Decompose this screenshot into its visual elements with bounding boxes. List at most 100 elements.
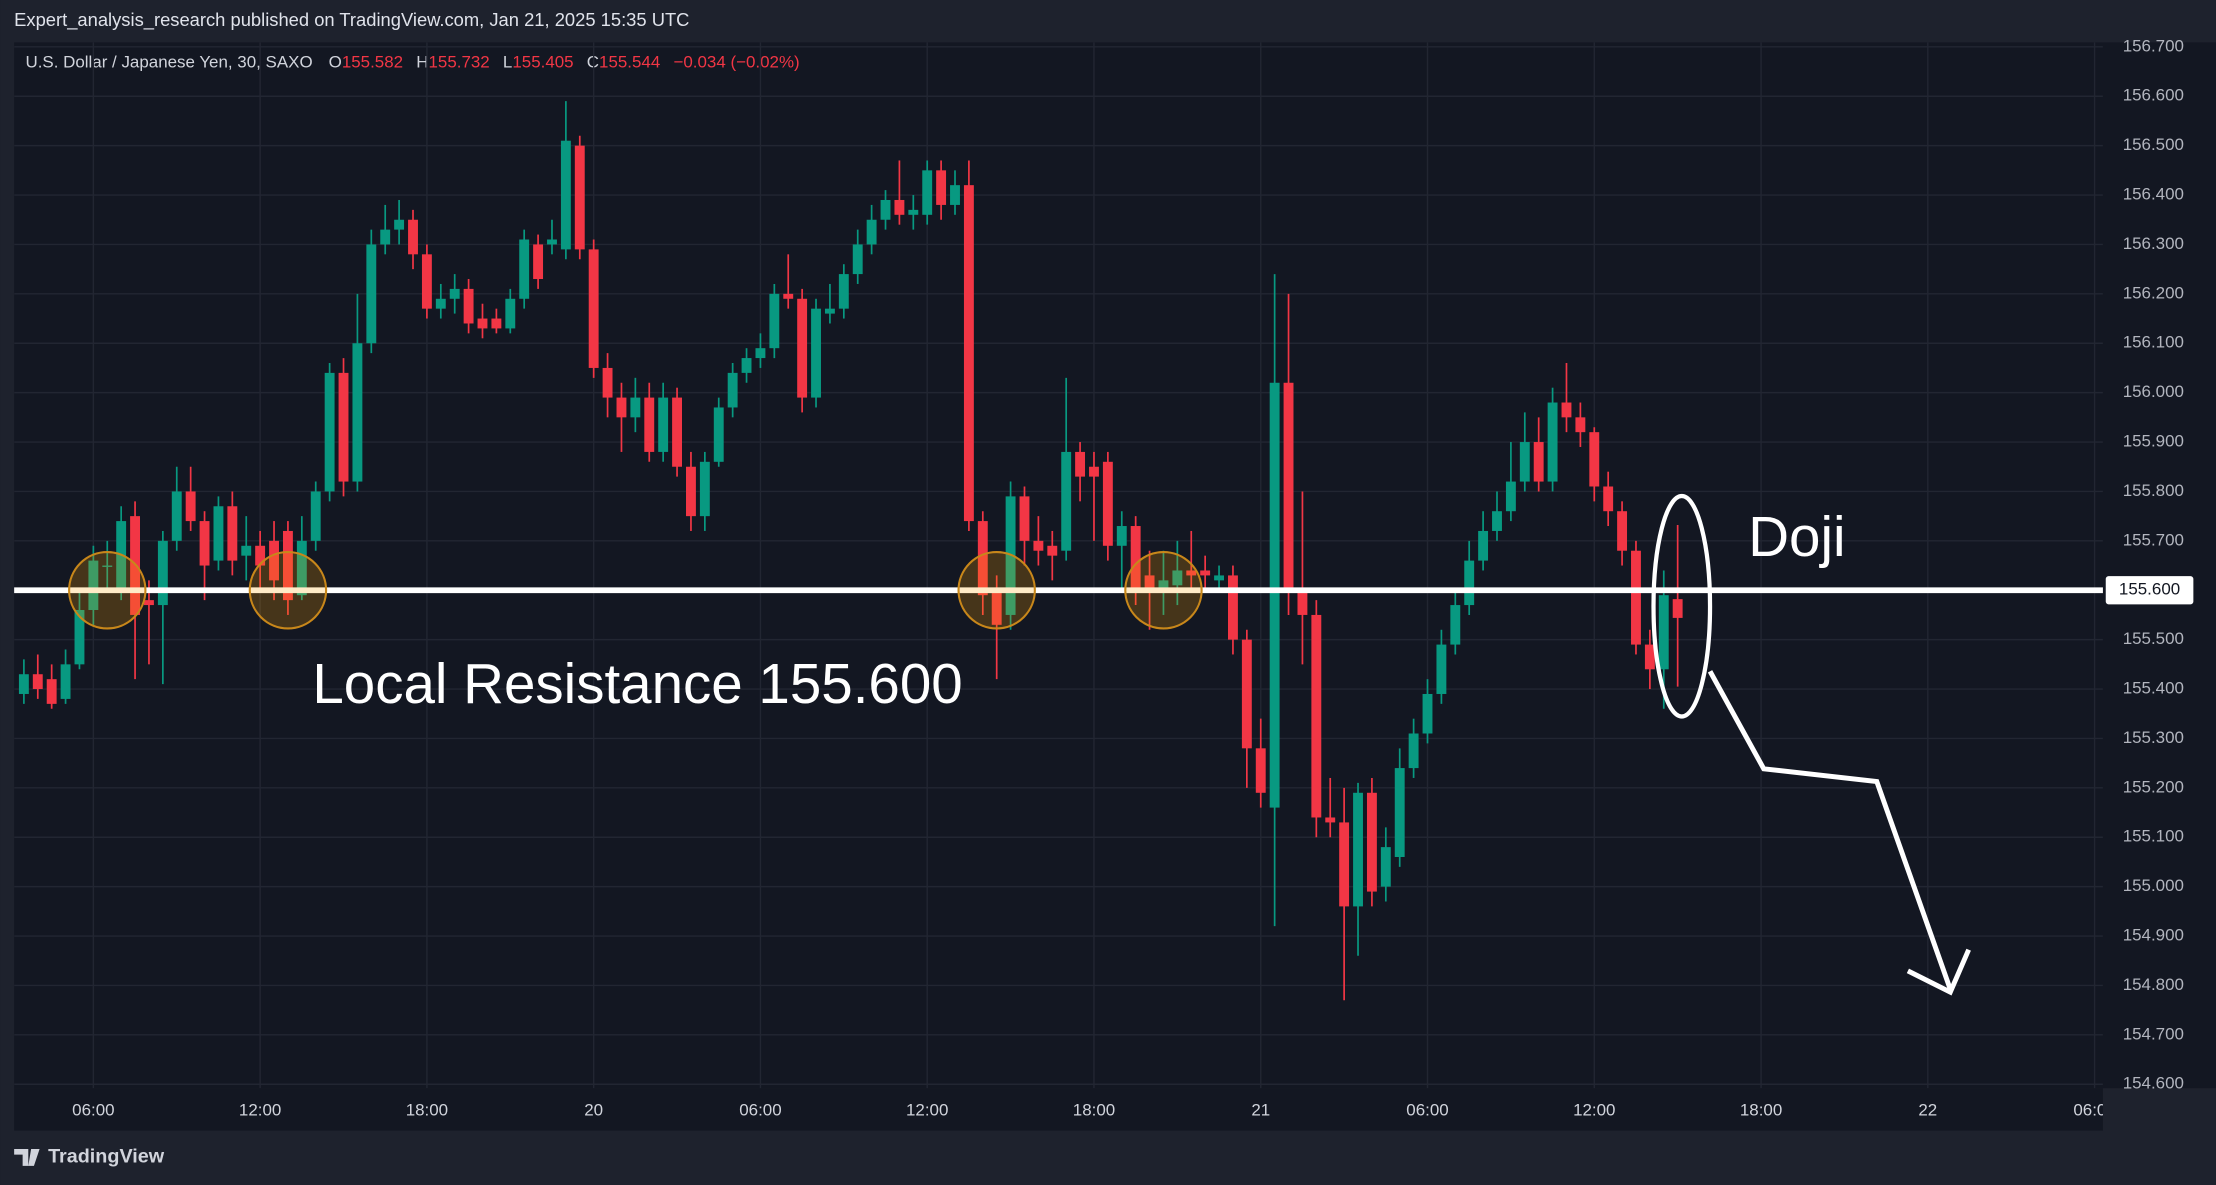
axes: 06:00 12:00 18:00 20 06:00 12:00 18:00 21 06:00 1… — [72, 36, 2194, 1119]
candle-body — [1547, 402, 1558, 482]
candle-body — [1172, 570, 1183, 586]
candle-body — [88, 560, 99, 611]
y-tick-label: 154.700 — [2123, 1024, 2184, 1043]
candle-body — [936, 170, 947, 205]
candle-body — [1130, 526, 1141, 591]
candle-body — [852, 244, 863, 275]
x-tick-label: 12:00 — [239, 1100, 281, 1119]
candle-body — [1102, 461, 1113, 546]
doji-ellipse — [1651, 493, 1713, 719]
candle-body — [1380, 847, 1391, 887]
candle-body — [1603, 486, 1614, 512]
candle-body — [1255, 748, 1266, 793]
y-tick-label: 156.400 — [2123, 185, 2184, 204]
y-tick-label: 155.900 — [2123, 432, 2184, 451]
candle-body — [1533, 442, 1544, 482]
candle-body — [352, 343, 363, 482]
candle-body — [241, 545, 252, 556]
y-tick-label: 156.500 — [2123, 135, 2184, 154]
touch-circle — [957, 551, 1036, 630]
candle-body — [797, 298, 808, 398]
candle-body — [435, 298, 446, 309]
candle-body — [1478, 530, 1489, 561]
ohlc-label: H — [416, 53, 428, 72]
ohlc-value: 155.732 — [429, 53, 490, 72]
candle-body — [1214, 575, 1224, 581]
candle-body — [296, 540, 307, 596]
x-tick-label: 22 — [1918, 1100, 1937, 1119]
candle-body — [1561, 402, 1572, 418]
candle-body — [1075, 451, 1086, 477]
candle-body — [282, 530, 293, 601]
candle-body — [755, 348, 766, 359]
candle-body — [366, 244, 377, 344]
candle-body — [310, 491, 321, 541]
y-tick-label: 155.800 — [2123, 481, 2184, 500]
candle-body — [144, 600, 154, 606]
candle-body — [18, 674, 29, 694]
y-tick-label: 155.200 — [2123, 777, 2184, 796]
candle-body — [894, 199, 905, 215]
candle-body — [1241, 639, 1252, 749]
touch-circle — [68, 551, 147, 630]
candle-body — [46, 679, 57, 704]
candle-body — [991, 590, 1002, 625]
y-tick-label: 154.800 — [2123, 975, 2184, 994]
candle-body — [686, 466, 696, 517]
brand-logo — [14, 1148, 40, 1166]
candle-body — [658, 397, 669, 452]
touch-circle — [1124, 551, 1203, 630]
candle-body — [1436, 644, 1447, 694]
candle-body — [1297, 590, 1308, 615]
candle-body — [644, 397, 655, 452]
candle-body — [269, 540, 279, 581]
candle-body — [1617, 511, 1628, 551]
candle-body — [1089, 466, 1099, 477]
ohlc-label: L — [503, 53, 512, 72]
candle-body — [713, 407, 724, 462]
candle-body — [672, 397, 683, 467]
x-tick-label: 12:00 — [906, 1100, 948, 1119]
ohlc-label: C — [587, 53, 599, 72]
candle-body — [1589, 432, 1600, 487]
candle-body — [602, 367, 613, 398]
candle-body — [1061, 451, 1072, 551]
candle-body — [950, 185, 960, 205]
candle-body — [449, 288, 460, 299]
candles — [18, 101, 1683, 1001]
candle-body — [769, 293, 780, 349]
candle-body — [547, 239, 557, 245]
y-tick-label: 156.100 — [2123, 333, 2184, 352]
candle-body — [1116, 526, 1127, 546]
candle-body — [1450, 605, 1461, 645]
candle-body — [741, 358, 752, 373]
candle-body — [1353, 792, 1363, 907]
symbol: U.S. Dollar / Japanese Yen, 30, SAXO — [25, 53, 312, 72]
x-tick-label: 18:00 — [406, 1100, 448, 1119]
candle-body — [1408, 733, 1419, 769]
candle-body — [977, 521, 988, 596]
resistance-annotation: Local Resistance 155.600 — [312, 652, 962, 715]
drawings: Local Resistance 155.600 Doji — [14, 493, 2103, 996]
candle-body — [1144, 575, 1155, 591]
x-tick-label: 06:00 — [2073, 1100, 2115, 1119]
y-tick-label: 155.700 — [2123, 530, 2184, 549]
x-tick-label: 12:00 — [1573, 1100, 1615, 1119]
candle-body — [1519, 442, 1530, 482]
candle-body — [1658, 595, 1669, 670]
ohlc-value: 155.582 — [342, 53, 403, 72]
candle-body — [922, 170, 933, 215]
candle-body — [574, 145, 585, 250]
candle-body — [463, 288, 474, 324]
y-tick-label: 154.900 — [2123, 926, 2184, 945]
y-tick-label: 155.400 — [2123, 679, 2184, 698]
candle-body — [1186, 570, 1197, 576]
candle-body — [1200, 570, 1211, 576]
candle-body — [630, 397, 641, 418]
candle-body — [32, 674, 43, 690]
x-tick-label: 18:00 — [1073, 1100, 1115, 1119]
candle-body — [699, 461, 710, 517]
candle-body — [1422, 693, 1433, 734]
price-axis — [2102, 42, 2216, 1089]
